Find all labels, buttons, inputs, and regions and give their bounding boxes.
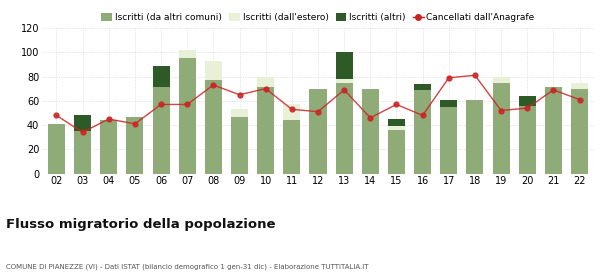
- Bar: [335, 83, 353, 174]
- Bar: [493, 76, 509, 83]
- Bar: [388, 119, 405, 126]
- Bar: [152, 87, 170, 174]
- Bar: [414, 90, 431, 174]
- Legend: Iscritti (da altri comuni), Iscritti (dall'estero), Iscritti (altri), Cancellati: Iscritti (da altri comuni), Iscritti (da…: [101, 13, 535, 22]
- Bar: [335, 52, 353, 79]
- Bar: [231, 116, 248, 174]
- Bar: [571, 83, 588, 89]
- Bar: [571, 89, 588, 174]
- Bar: [179, 50, 196, 58]
- Bar: [362, 89, 379, 174]
- Bar: [283, 120, 301, 174]
- Bar: [388, 126, 405, 130]
- Bar: [440, 107, 457, 174]
- Bar: [152, 66, 170, 87]
- Bar: [231, 109, 248, 116]
- Bar: [519, 106, 536, 174]
- Bar: [519, 96, 536, 106]
- Bar: [414, 84, 431, 90]
- Bar: [335, 79, 353, 83]
- Bar: [493, 83, 509, 174]
- Bar: [388, 130, 405, 174]
- Bar: [205, 80, 222, 174]
- Bar: [283, 104, 301, 120]
- Bar: [205, 61, 222, 80]
- Bar: [440, 100, 457, 107]
- Text: Flusso migratorio della popolazione: Flusso migratorio della popolazione: [6, 218, 275, 231]
- Bar: [48, 124, 65, 174]
- Text: COMUNE DI PIANEZZE (VI) - Dati ISTAT (bilancio demografico 1 gen-31 dic) - Elabo: COMUNE DI PIANEZZE (VI) - Dati ISTAT (bi…: [6, 263, 368, 270]
- Bar: [310, 89, 326, 174]
- Bar: [74, 115, 91, 131]
- Bar: [545, 87, 562, 174]
- Bar: [74, 131, 91, 174]
- Bar: [179, 58, 196, 174]
- Bar: [257, 76, 274, 87]
- Bar: [257, 87, 274, 174]
- Bar: [100, 120, 117, 174]
- Bar: [466, 100, 484, 174]
- Bar: [127, 116, 143, 174]
